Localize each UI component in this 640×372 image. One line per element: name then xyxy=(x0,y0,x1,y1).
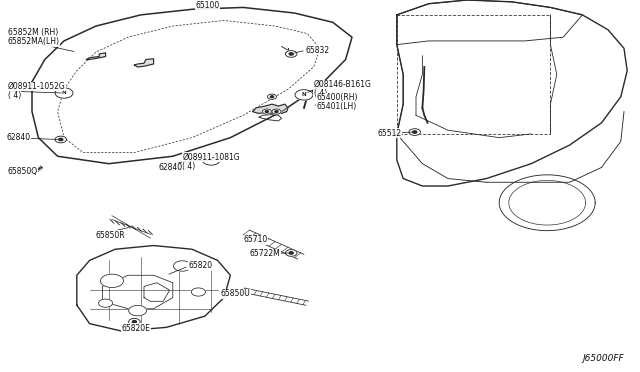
Text: 65832: 65832 xyxy=(306,46,330,55)
Circle shape xyxy=(55,136,67,143)
Text: 65850R: 65850R xyxy=(96,231,125,240)
Text: 65850Q: 65850Q xyxy=(8,167,38,176)
Circle shape xyxy=(409,129,420,135)
Polygon shape xyxy=(86,53,106,60)
Circle shape xyxy=(262,109,271,114)
Text: Ø08911-1052G: Ø08911-1052G xyxy=(8,82,65,91)
Text: 65722M: 65722M xyxy=(250,249,280,258)
Circle shape xyxy=(132,321,136,323)
Circle shape xyxy=(289,252,293,254)
Circle shape xyxy=(266,111,268,112)
Circle shape xyxy=(289,53,293,55)
Circle shape xyxy=(100,274,124,288)
Text: Ø08911-1081G: Ø08911-1081G xyxy=(182,153,240,162)
Text: N: N xyxy=(301,92,307,97)
Text: 65820: 65820 xyxy=(189,262,213,270)
Circle shape xyxy=(271,96,273,97)
Circle shape xyxy=(285,51,297,57)
Circle shape xyxy=(268,94,276,99)
Circle shape xyxy=(272,109,281,114)
Text: Ø08146-B161G: Ø08146-B161G xyxy=(314,80,371,89)
Circle shape xyxy=(59,138,63,141)
Text: ( 4): ( 4) xyxy=(314,89,327,99)
Polygon shape xyxy=(134,59,154,67)
Text: J65000FF: J65000FF xyxy=(582,354,624,363)
Text: 62840: 62840 xyxy=(6,133,31,142)
Text: ( 4): ( 4) xyxy=(182,162,196,171)
Text: 62840: 62840 xyxy=(159,163,183,172)
Text: 65100: 65100 xyxy=(195,1,220,10)
Text: N: N xyxy=(61,90,67,96)
Text: 65512: 65512 xyxy=(378,129,402,138)
Circle shape xyxy=(285,250,297,256)
Circle shape xyxy=(202,155,220,165)
Circle shape xyxy=(295,90,313,100)
Text: 65852M (RH): 65852M (RH) xyxy=(8,28,58,37)
Text: 65820E: 65820E xyxy=(122,324,150,333)
Circle shape xyxy=(275,111,278,112)
Circle shape xyxy=(177,162,188,169)
Text: 65850U: 65850U xyxy=(221,289,250,298)
Circle shape xyxy=(173,261,191,271)
Circle shape xyxy=(413,131,417,133)
Text: N: N xyxy=(209,157,214,163)
Circle shape xyxy=(191,288,205,296)
Text: 65400(RH): 65400(RH) xyxy=(317,93,358,102)
Text: ( 4): ( 4) xyxy=(8,91,21,100)
Text: 65710: 65710 xyxy=(243,235,268,244)
Polygon shape xyxy=(253,104,288,113)
Text: 65401(LH): 65401(LH) xyxy=(317,102,357,112)
Circle shape xyxy=(99,299,113,307)
Circle shape xyxy=(129,318,140,325)
Circle shape xyxy=(129,305,147,316)
Circle shape xyxy=(180,164,184,167)
Text: 65852MA(LH): 65852MA(LH) xyxy=(8,37,60,46)
Circle shape xyxy=(55,88,73,98)
